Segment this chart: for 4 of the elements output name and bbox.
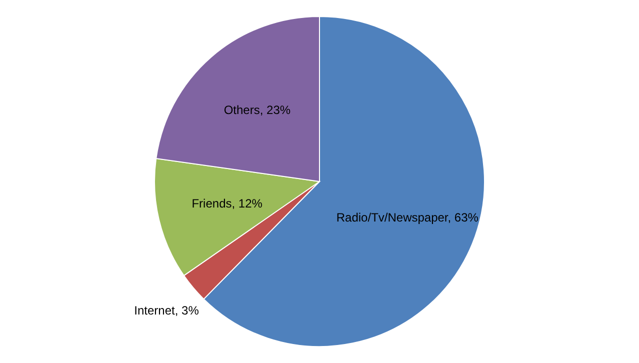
slice-label: Friends, 12% (192, 196, 263, 210)
slice-label: Others, 23% (224, 102, 291, 117)
slice-label: Internet, 3% (134, 303, 200, 318)
slice-label: Radio/Tv/Newspaper, 63% (336, 210, 479, 225)
